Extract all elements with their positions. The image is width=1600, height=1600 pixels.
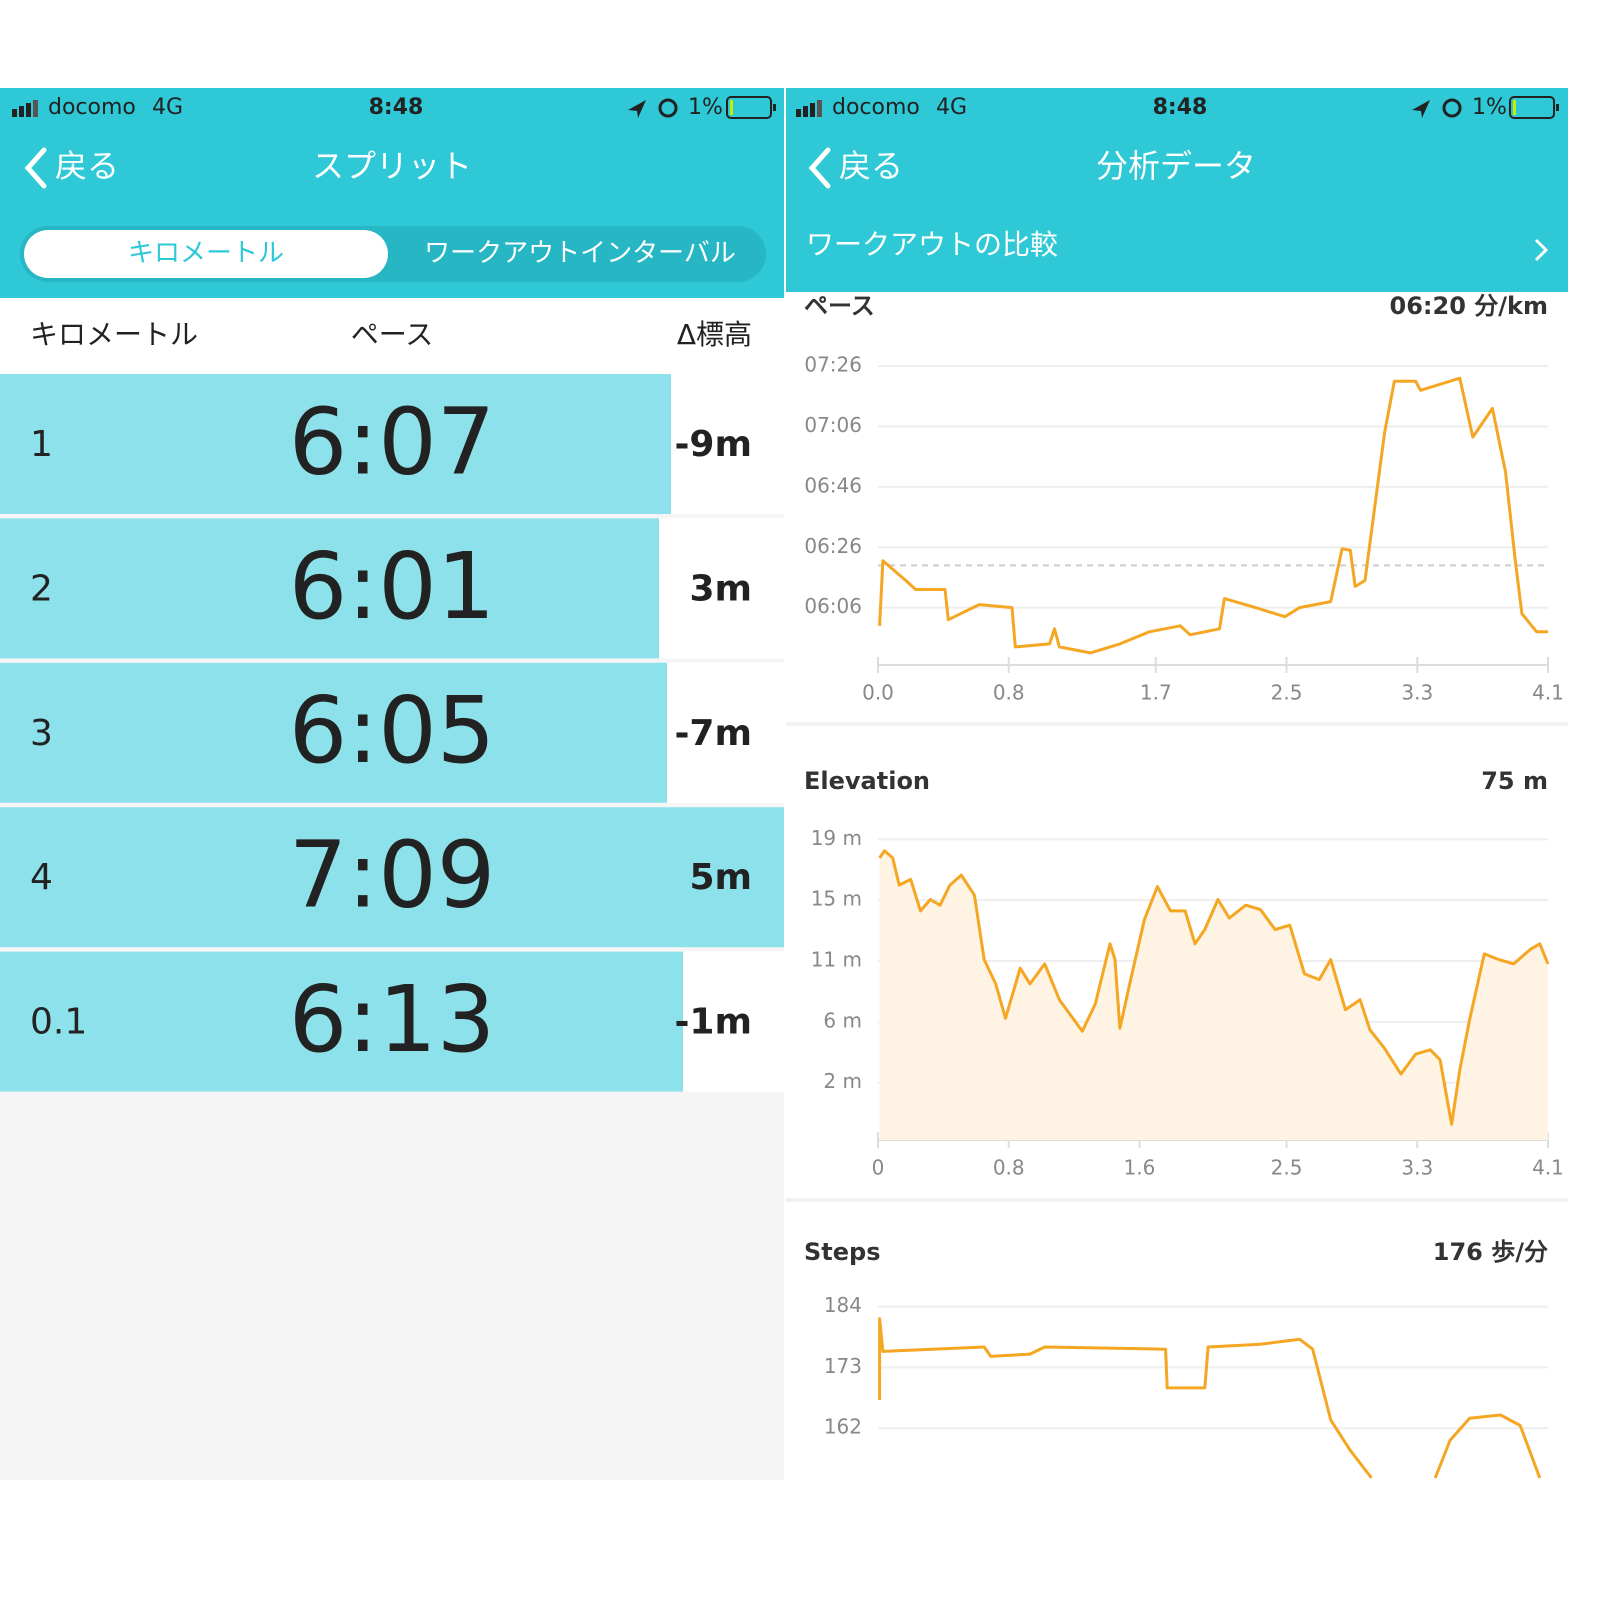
compare-link[interactable]: ワークアウトの比較	[806, 228, 1058, 261]
line	[1433, 1413, 1542, 1479]
chart-summary: 06:20 分/km	[1390, 292, 1548, 320]
back-button[interactable]: 戻る	[55, 147, 119, 185]
signal-icon	[796, 100, 822, 117]
battery-icon	[1509, 96, 1559, 119]
tab-selected-bg[interactable]	[24, 230, 388, 278]
y-tick-label: 06:46	[804, 473, 862, 497]
split-km: 0.1	[30, 1002, 87, 1043]
signal-icon	[12, 100, 38, 117]
chart-title: Elevation	[804, 767, 930, 795]
clock: 8:48	[1153, 95, 1208, 120]
pace-bar	[0, 807, 784, 948]
y-tick-label: 07:26	[804, 353, 862, 377]
back-chevron[interactable]	[808, 147, 831, 189]
split-km: 2	[30, 568, 53, 609]
y-tick-label: 15 m	[811, 887, 862, 911]
location-icon	[628, 100, 646, 118]
location-icon	[1412, 100, 1430, 118]
split-elevation: 5m	[689, 857, 752, 898]
column-header: キロメートル	[30, 318, 198, 351]
y-tick-label: 07:06	[804, 413, 862, 437]
y-tick-label: 2 m	[823, 1069, 862, 1093]
x-tick-label: 1.7	[1140, 681, 1172, 705]
chart-title: Steps	[804, 1238, 881, 1266]
charts: ペース 06:20 分/km 07:26 07:06 06:46 06:26 06:06 0.…	[804, 292, 1564, 1479]
nav-title: スプリット	[312, 147, 472, 185]
line	[878, 376, 1548, 655]
split-km: 4	[30, 857, 53, 898]
split-rows: 1 6:07 -9m 2 6:01 3m 3 6:05 -7m 4 7:09 5m 0.1 6:13 -1m	[0, 374, 784, 1092]
x-tick-label: 1.6	[1124, 1156, 1156, 1180]
network: 4G	[152, 95, 183, 120]
right-header-bg	[786, 88, 1568, 292]
split-elevation: -1m	[674, 1002, 752, 1043]
nav-title: 分析データ	[1096, 147, 1256, 185]
split-pace: 7:09	[289, 822, 496, 929]
y-tick-label: 6 m	[823, 1008, 862, 1032]
split-pace: 6:05	[289, 677, 496, 784]
battery-text: 1%	[1472, 95, 1507, 120]
separator	[786, 722, 1568, 726]
y-tick-label: 184	[824, 1293, 862, 1317]
alarm-icon	[1442, 98, 1462, 118]
network: 4G	[936, 95, 967, 120]
chart-title: ペース	[804, 292, 875, 320]
battery-text: 1%	[688, 95, 723, 120]
back-chevron[interactable]	[24, 147, 47, 189]
split-pace: 6:13	[289, 966, 496, 1073]
x-tick-label: 4.1	[1532, 681, 1564, 705]
line	[878, 1317, 1373, 1479]
alarm-icon	[658, 98, 678, 118]
tab[interactable]: ワークアウトインターバル	[424, 239, 736, 269]
pace-bar	[0, 662, 667, 803]
split-pace: 6:07	[289, 388, 496, 495]
chart-summary: 75 m	[1481, 767, 1548, 795]
column-header: Δ標高	[677, 318, 752, 351]
separator	[786, 1198, 1568, 1202]
carrier: docomo	[832, 95, 920, 120]
area	[879, 850, 1548, 1140]
clock: 8:48	[369, 95, 424, 120]
x-tick-label: 2.5	[1271, 1156, 1303, 1180]
battery-icon	[726, 96, 776, 119]
split-km: 1	[30, 424, 53, 465]
y-tick-label: 06:26	[804, 534, 862, 558]
x-tick-label: 0.8	[993, 681, 1025, 705]
split-elevation: -7m	[674, 713, 752, 754]
chevron-right[interactable]	[1534, 238, 1549, 262]
split-elevation: 3m	[689, 568, 752, 609]
x-tick-label: 0	[872, 1156, 885, 1180]
y-tick-label: 162	[824, 1415, 862, 1439]
y-tick-label: 11 m	[811, 948, 862, 972]
x-tick-label: 0.0	[862, 681, 894, 705]
column-header: ペース	[351, 318, 434, 351]
chart-summary: 176 歩/分	[1433, 1238, 1548, 1266]
x-tick-label: 2.5	[1271, 681, 1303, 705]
x-tick-label: 3.3	[1401, 681, 1433, 705]
pace-bar	[0, 374, 671, 514]
carrier: docomo	[48, 95, 136, 120]
pace-bar	[0, 518, 659, 659]
y-tick-label: 19 m	[811, 826, 862, 850]
y-tick-label: 173	[824, 1354, 862, 1378]
tab[interactable]: キロメートル	[128, 239, 284, 269]
x-tick-label: 0.8	[993, 1156, 1025, 1180]
y-tick-label: 06:06	[804, 594, 862, 618]
line	[878, 849, 1550, 1126]
split-elevation: -9m	[674, 424, 752, 465]
table-header-bg	[0, 298, 784, 374]
back-button[interactable]: 戻る	[839, 147, 903, 185]
split-pace: 6:01	[289, 533, 496, 640]
pace-bar	[0, 951, 683, 1092]
split-km: 3	[30, 713, 53, 754]
x-tick-label: 3.3	[1401, 1156, 1433, 1180]
x-tick-label: 4.1	[1532, 1156, 1564, 1180]
